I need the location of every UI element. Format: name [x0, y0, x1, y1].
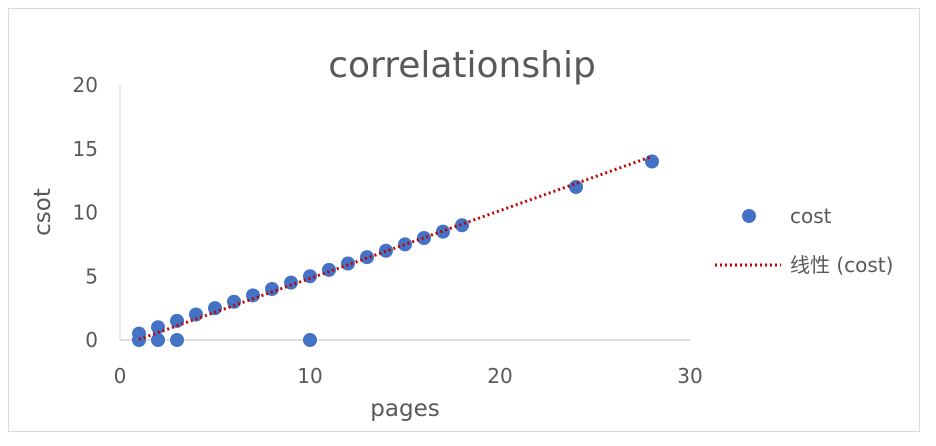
legend: cost 线性 (cost): [715, 204, 893, 277]
y-tick-label: 20: [73, 73, 98, 97]
data-point: [246, 288, 260, 303]
data-point: [303, 269, 317, 284]
x-axis-title: pages: [370, 396, 439, 422]
data-point: [170, 333, 184, 347]
x-tick-label: 10: [297, 364, 322, 388]
data-point: [284, 275, 298, 290]
x-tick-labels: 0 10 20 30: [114, 364, 703, 388]
data-point: [265, 282, 279, 296]
y-tick-label: 10: [73, 201, 98, 225]
data-point: [398, 237, 412, 252]
y-tick-label: 15: [73, 137, 98, 161]
y-axis-title: csot: [30, 188, 56, 236]
legend-label-cost: cost: [790, 204, 832, 228]
chart-title: correlationship: [328, 45, 596, 86]
data-point: [322, 262, 336, 277]
axes: [119, 85, 690, 341]
data-point: [455, 218, 469, 233]
data-point: [227, 294, 241, 309]
y-tick-label: 0: [85, 328, 98, 352]
y-tick-labels: 0 5 10 15 20: [73, 73, 98, 352]
data-point: [151, 333, 165, 347]
y-tick-label: 5: [85, 264, 98, 288]
x-tick-label: 0: [114, 364, 127, 388]
data-point: [189, 307, 203, 322]
data-point: [569, 180, 583, 194]
x-tick-label: 30: [677, 364, 702, 388]
data-point: [132, 333, 146, 347]
data-points: [132, 154, 659, 347]
data-point: [436, 224, 450, 239]
data-point: [360, 250, 374, 265]
data-point: [170, 313, 184, 328]
legend-label-trendline: 线性 (cost): [790, 253, 893, 277]
trendline: [138, 154, 653, 341]
data-point: [208, 301, 222, 316]
data-point: [379, 243, 393, 258]
data-point: [645, 154, 659, 169]
data-point: [417, 231, 431, 245]
data-point: [151, 320, 165, 335]
x-tick-label: 20: [487, 364, 512, 388]
data-point: [303, 333, 317, 347]
legend-marker-cost: [742, 209, 756, 223]
data-point: [341, 256, 355, 271]
